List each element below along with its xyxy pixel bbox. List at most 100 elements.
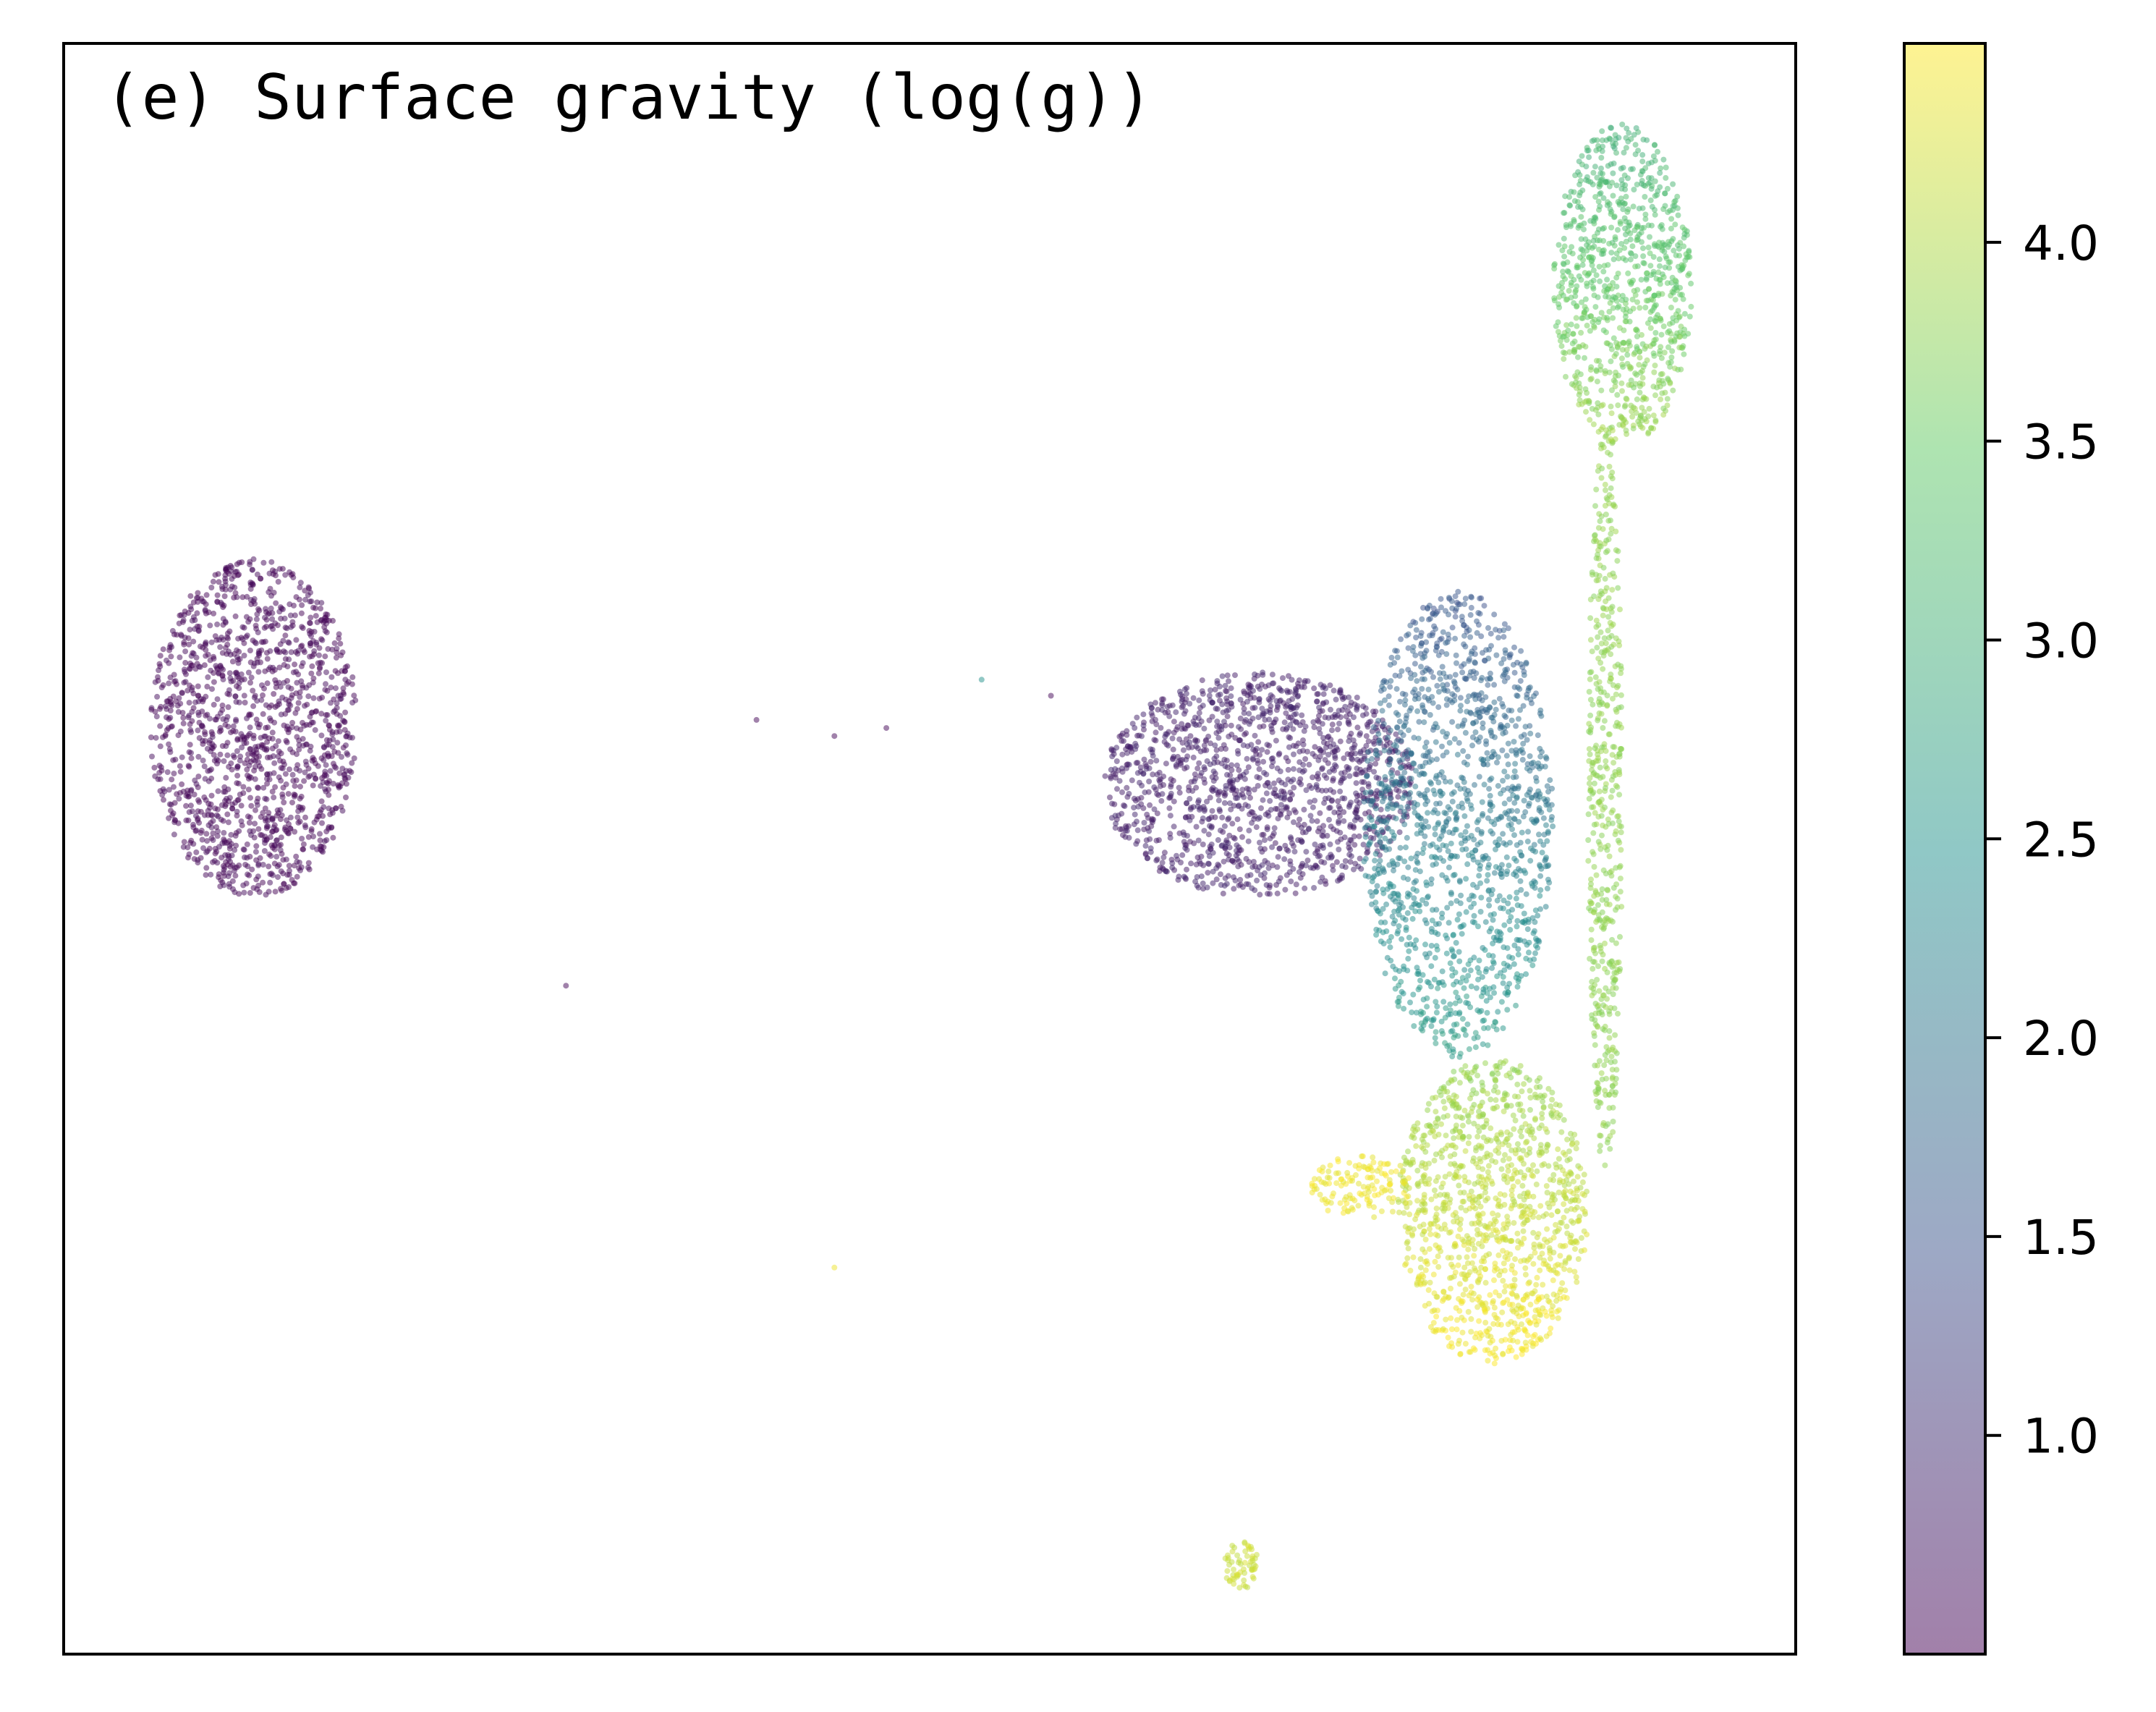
scatter-point	[1444, 731, 1451, 737]
scatter-point	[1359, 712, 1366, 719]
scatter-point	[1521, 1174, 1527, 1181]
scatter-point	[1418, 664, 1424, 670]
scatter-point	[1236, 724, 1242, 730]
scatter-point	[1514, 983, 1521, 990]
scatter-point	[1153, 787, 1159, 793]
scatter-point	[1262, 857, 1268, 864]
scatter-point	[1504, 984, 1511, 991]
scatter-point	[281, 722, 287, 729]
scatter-point	[1154, 856, 1160, 863]
scatter-point	[1320, 734, 1326, 741]
scatter-point	[305, 693, 312, 700]
scatter-point	[1501, 840, 1507, 847]
scatter-point	[297, 689, 303, 695]
scatter-point	[1461, 967, 1468, 973]
scatter-point	[1452, 671, 1459, 678]
scatter-point	[1479, 1080, 1485, 1085]
scatter-point	[279, 851, 285, 857]
scatter-point	[337, 713, 344, 719]
scatter-point	[268, 559, 275, 565]
scatter-point	[1409, 765, 1415, 771]
scatter-point	[176, 620, 182, 627]
scatter-point	[1242, 719, 1248, 725]
scatter-point	[227, 675, 234, 682]
scatter-point	[335, 692, 341, 699]
scatter-point	[1482, 1237, 1489, 1244]
scatter-point	[1231, 886, 1237, 892]
scatter-point	[1491, 699, 1498, 705]
scatter-point	[1433, 1009, 1440, 1016]
scatter-point	[1393, 802, 1400, 809]
scatter-point	[1196, 721, 1202, 728]
scatter-point	[1491, 990, 1498, 996]
scatter-point	[1299, 712, 1305, 719]
scatter-point	[1542, 1308, 1548, 1315]
scatter-point	[1513, 723, 1519, 729]
scatter-point	[1255, 683, 1261, 690]
scatter-point	[1509, 955, 1516, 961]
scatter-point	[1289, 840, 1295, 847]
scatter-point	[1486, 928, 1493, 935]
scatter-point	[1474, 1007, 1481, 1014]
scatter-point	[1257, 724, 1263, 730]
scatter-point	[1558, 1220, 1565, 1226]
scatter-point	[195, 727, 201, 734]
scatter-point	[1446, 740, 1453, 746]
scatter-point	[1469, 1203, 1476, 1210]
scatter-point	[1440, 774, 1447, 781]
scatter-point	[1231, 836, 1238, 842]
scatter-point	[1187, 733, 1194, 740]
scatter-point	[342, 677, 349, 683]
scatter-point	[1485, 1169, 1491, 1175]
scatter-point	[1160, 866, 1166, 873]
scatter-point	[256, 607, 263, 614]
scatter-point	[1433, 626, 1439, 632]
scatter-point	[1372, 760, 1379, 767]
scatter-point	[183, 671, 189, 677]
scatter-point	[1514, 902, 1521, 908]
scatter-point	[1207, 794, 1213, 801]
scatter-point	[1399, 795, 1406, 802]
scatter-point	[1427, 842, 1433, 849]
scatter-point	[1147, 836, 1153, 842]
scatter-point	[1388, 881, 1394, 888]
scatter-point	[1487, 808, 1493, 814]
scatter-point	[1366, 719, 1372, 726]
scatter-point	[1131, 821, 1137, 828]
scatter-point	[199, 836, 205, 843]
scatter-point	[1574, 1204, 1580, 1211]
scatter-point	[1424, 1004, 1430, 1010]
scatter-point	[333, 654, 339, 661]
scatter-point	[1187, 700, 1193, 707]
scatter-point	[1419, 1027, 1426, 1034]
scatter-point	[1351, 833, 1357, 839]
scatter-point	[1217, 683, 1223, 690]
scatter-point	[1319, 766, 1325, 772]
scatter-point	[182, 648, 189, 655]
scatter-point	[310, 834, 316, 839]
scatter-point	[1520, 813, 1527, 820]
scatter-point	[1504, 674, 1511, 681]
scatter-point	[1387, 684, 1393, 690]
scatter-point	[1287, 796, 1294, 802]
scatter-point	[171, 671, 177, 678]
scatter-point	[1452, 635, 1459, 642]
scatter-point	[203, 639, 209, 645]
scatter-point	[1443, 932, 1449, 938]
scatter-point	[1396, 906, 1403, 912]
scatter-point	[1424, 787, 1430, 793]
scatter-point	[1108, 815, 1115, 821]
scatter-point	[322, 653, 328, 660]
scatter-point	[1159, 791, 1166, 797]
scatter-point	[1450, 953, 1456, 959]
scatter-point	[1433, 1109, 1439, 1115]
scatter-point	[1434, 682, 1440, 689]
scatter-point	[1164, 703, 1171, 710]
scatter-point	[293, 777, 300, 784]
scatter-point	[1430, 907, 1435, 913]
scatter-point	[1287, 721, 1294, 728]
scatter-point	[299, 602, 305, 609]
scatter-point	[1505, 740, 1511, 747]
scatter-point	[234, 736, 241, 742]
scatter-point	[302, 596, 309, 603]
